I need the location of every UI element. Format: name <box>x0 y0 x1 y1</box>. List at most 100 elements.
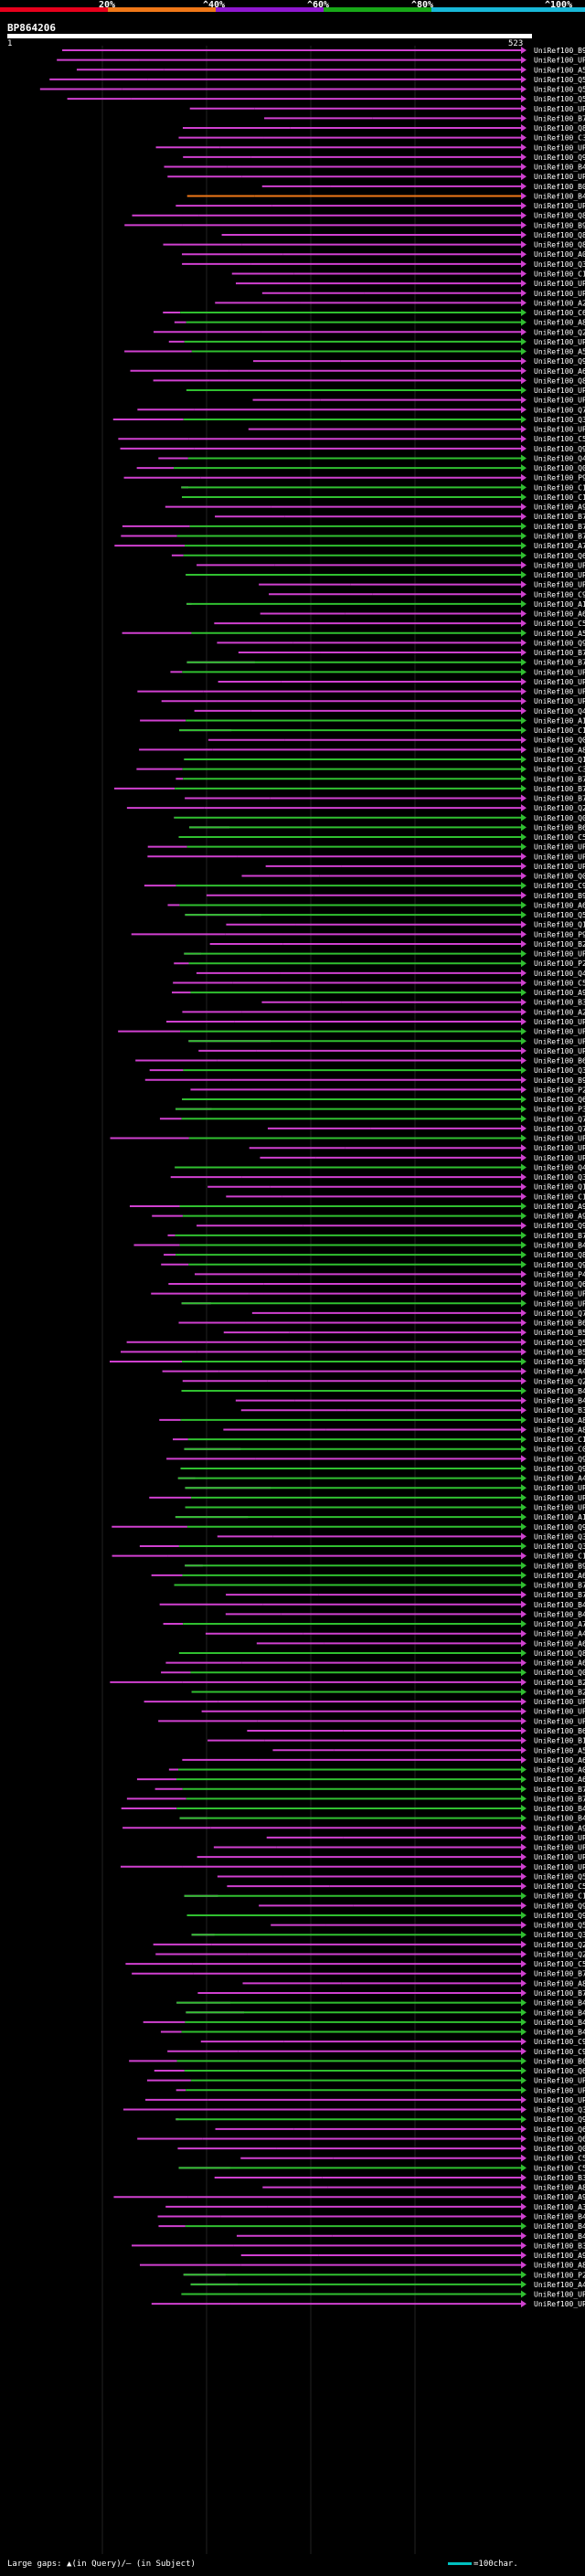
hit-row[interactable]: UniRef100_Q84WR3 <box>163 240 585 249</box>
hit-row[interactable]: UniRef100_C5YSY6 <box>125 1960 585 1968</box>
hit-row[interactable]: UniRef100_Q7QI33-2 <box>159 1115 585 1123</box>
hit-label[interactable]: UniRef100_B2VLR6 <box>534 1679 585 1687</box>
hit-row[interactable]: UniRef100_Q23WQ8 <box>153 1940 585 1949</box>
hit-row[interactable]: UniRef100_Q2NQ04 <box>126 804 585 812</box>
hit-label[interactable]: UniRef100_C3U4Y2 <box>534 134 585 143</box>
hit-row[interactable]: UniRef100_B9S5C2 <box>185 1562 585 1570</box>
hit-label[interactable]: UniRef100_UP1000... <box>534 57 585 65</box>
hit-label[interactable]: UniRef100_Q5CXG8 <box>534 1872 585 1881</box>
hit-label[interactable]: UniRef100_A0J790 <box>534 1766 585 1775</box>
hit-label[interactable]: UniRef100_A1TWH4 <box>534 1513 585 1521</box>
hit-label[interactable]: UniRef100_UP1000... <box>534 1299 585 1308</box>
hit-row[interactable]: UniRef100_C1FEZ1 <box>182 493 585 502</box>
hit-label[interactable]: UniRef100_C0SE54 <box>534 1446 585 1454</box>
hit-row[interactable]: UniRef100_Q22384 <box>155 1950 585 1958</box>
hit-label[interactable]: UniRef100_UP1000... <box>534 1834 585 1842</box>
hit-row[interactable]: UniRef100_Q9T0K5 <box>120 444 585 453</box>
hit-row[interactable]: UniRef100_Q64467 <box>171 551 585 560</box>
hit-label[interactable]: UniRef100_B9S5C2 <box>534 1562 585 1570</box>
hit-row[interactable]: UniRef100_UP1000... <box>186 387 585 395</box>
hit-label[interactable]: UniRef100_B0TGJ1 <box>534 183 585 191</box>
hit-label[interactable]: UniRef100_B6Q333 <box>534 2057 585 2065</box>
hit-label[interactable]: UniRef100_A2RHM0 <box>534 1008 585 1016</box>
hit-label[interactable]: UniRef100_Q4K3B5 <box>534 707 585 716</box>
hit-row[interactable]: UniRef100_A6I7G6 <box>182 1755 585 1765</box>
hit-label[interactable]: UniRef100_UP1000... <box>534 571 585 579</box>
hit-label[interactable]: UniRef100_B7G3U3 <box>534 114 585 122</box>
hit-row[interactable]: UniRef100_B4QB57 <box>157 2212 585 2221</box>
hit-row[interactable]: UniRef100_Q4K3B5 <box>194 706 585 716</box>
hit-label[interactable]: UniRef100_Q55917 <box>534 911 585 919</box>
hit-label[interactable]: UniRef100_A5BE37 <box>534 66 585 74</box>
hit-row[interactable]: UniRef100_C9S0Z0 <box>167 2047 585 2056</box>
hit-label[interactable]: UniRef100_Q3HTK5 <box>534 260 585 269</box>
hit-label[interactable]: UniRef100_A9VXQ4 <box>534 2252 585 2260</box>
hit-label[interactable]: UniRef100_C5YLD8 <box>534 2164 585 2172</box>
hit-label[interactable]: UniRef100_A9TW14 <box>534 1203 585 1211</box>
hit-label[interactable]: UniRef100_C5BAP6 <box>534 435 585 443</box>
hit-label[interactable]: UniRef100_Q875K9 <box>534 1649 585 1658</box>
hit-label[interactable]: UniRef100_B5XRF5 <box>534 1348 585 1356</box>
hit-row[interactable]: UniRef100_B7QJU3 <box>238 649 585 657</box>
hit-row[interactable]: UniRef100_B0TGJ1 <box>261 182 585 191</box>
hit-row[interactable]: UniRef100_P22509 <box>174 959 585 968</box>
hit-row[interactable]: UniRef100_Q9FUD5 <box>259 1902 585 1910</box>
hit-label[interactable]: UniRef100_UP1000... <box>534 173 585 181</box>
hit-row[interactable]: UniRef100_B9RG84 <box>62 47 585 55</box>
hit-row[interactable]: UniRef100_B6IDX0 <box>135 1056 585 1065</box>
hit-label[interactable]: UniRef100_UP1000... <box>534 280 585 288</box>
hit-row[interactable]: UniRef100_UP1000... <box>197 1853 585 1861</box>
hit-row[interactable]: UniRef100_B7PEE1 <box>197 1989 585 1998</box>
hit-row[interactable]: UniRef100_A6ACV2 <box>165 1659 585 1668</box>
hit-row[interactable]: UniRef100_B3NET3 <box>261 998 585 1007</box>
hit-label[interactable]: UniRef100_Q23WQ8 <box>534 1941 585 1949</box>
hit-label[interactable]: UniRef100_B4J348 <box>534 1397 585 1405</box>
hit-row[interactable]: UniRef100_B4NC76 <box>236 2231 585 2241</box>
hit-label[interactable]: UniRef100_Q2N619 <box>534 328 585 336</box>
hit-row[interactable]: UniRef100_B7PVM4 <box>185 794 585 803</box>
hit-row[interactable]: UniRef100_C9SQ04 <box>200 2038 585 2046</box>
hit-row[interactable]: UniRef100_C9PGZ6 <box>144 882 585 890</box>
hit-label[interactable]: UniRef100_UP1000... <box>534 561 585 569</box>
hit-label[interactable]: UniRef100_C5NKF6 <box>534 1882 585 1891</box>
hit-label[interactable]: UniRef100_C1ZIX1 <box>534 1892 585 1901</box>
hit-label[interactable]: UniRef100_C1EA37 <box>534 726 585 735</box>
hit-row[interactable]: UniRef100_UP1000... <box>137 687 585 696</box>
hit-label[interactable]: UniRef100_Q5H2C7 <box>534 1922 585 1930</box>
hit-row[interactable]: UniRef100_B7PRT6 <box>154 1785 585 1794</box>
hit-row[interactable]: UniRef100_UP1000... <box>185 1484 585 1492</box>
hit-row[interactable]: UniRef100_Q9LUJ1 <box>112 1522 585 1532</box>
hit-row[interactable]: UniRef100_A6G232 <box>260 610 585 619</box>
hit-label[interactable]: UniRef100_B6IHW7 <box>534 1320 585 1328</box>
hit-row[interactable]: UniRef100_UP1000... <box>252 396 585 405</box>
hit-row[interactable]: UniRef100_A4RHF1 <box>177 1474 585 1483</box>
hit-row[interactable]: UniRef100_UP1000... <box>120 1862 585 1871</box>
hit-label[interactable]: UniRef100_UP1000... <box>534 1698 585 1706</box>
hit-label[interactable]: UniRef100_Q1EI36 <box>534 1183 585 1192</box>
hit-row[interactable]: UniRef100_UP1000... <box>198 1046 585 1055</box>
hit-row[interactable]: UniRef100_Q4NZ59 <box>196 969 585 978</box>
hit-label[interactable]: UniRef100_A6I7G6 <box>534 1756 585 1765</box>
hit-label[interactable]: UniRef100_Q01QM7 <box>534 464 585 472</box>
hit-row[interactable]: UniRef100_C1EA37 <box>179 726 585 735</box>
hit-row[interactable]: UniRef100_Q00TP5 <box>241 872 585 881</box>
hit-label[interactable]: UniRef100_Q3HTK2 <box>534 1066 585 1075</box>
hit-label[interactable]: UniRef100_B7QFW8 <box>534 513 585 521</box>
hit-row[interactable]: UniRef100_Q55917 <box>185 911 585 919</box>
hit-label[interactable]: UniRef100_B4G4U4 <box>534 192 585 200</box>
hit-row[interactable]: UniRef100_B1JXE0 <box>207 1736 585 1745</box>
hit-label[interactable]: UniRef100_UP1000... <box>534 863 585 871</box>
hit-label[interactable]: UniRef100_Q8CJQ8 <box>534 1251 585 1259</box>
hit-label[interactable]: UniRef100_B9RG84 <box>534 47 585 55</box>
hit-row[interactable]: UniRef100_B6NE33 <box>189 823 585 832</box>
hit-row[interactable]: UniRef100_UP1000... <box>145 2095 585 2104</box>
hit-label[interactable]: UniRef100_A7T9B3 <box>534 1620 585 1628</box>
hit-row[interactable]: UniRef100_B4NF40 <box>158 2222 585 2231</box>
hit-label[interactable]: UniRef100_A8JEE2 <box>534 1979 585 1988</box>
hit-row[interactable]: UniRef100_Q9UMN6-2 <box>166 1455 585 1463</box>
hit-row[interactable]: UniRef100_B6ICB0 <box>247 1726 585 1735</box>
hit-row[interactable]: UniRef100_B4J5L7 <box>164 163 585 172</box>
hit-label[interactable]: UniRef100_B3NJ07 <box>534 2242 585 2250</box>
hit-row[interactable]: UniRef100_UP1000... <box>167 173 585 181</box>
hit-row[interactable]: UniRef100_UP1000... <box>146 2076 585 2085</box>
